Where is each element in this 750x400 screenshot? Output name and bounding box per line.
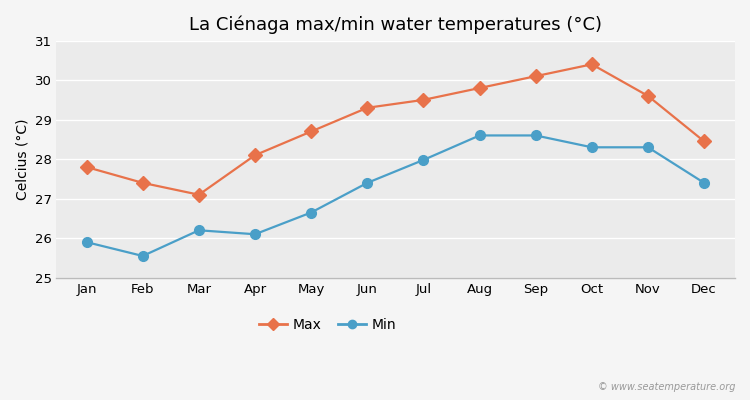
Text: © www.seatemperature.org: © www.seatemperature.org [598, 382, 735, 392]
Title: La Ciénaga max/min water temperatures (°C): La Ciénaga max/min water temperatures (°… [189, 15, 602, 34]
Y-axis label: Celcius (°C): Celcius (°C) [15, 118, 29, 200]
Legend: Max, Min: Max, Min [254, 312, 401, 337]
